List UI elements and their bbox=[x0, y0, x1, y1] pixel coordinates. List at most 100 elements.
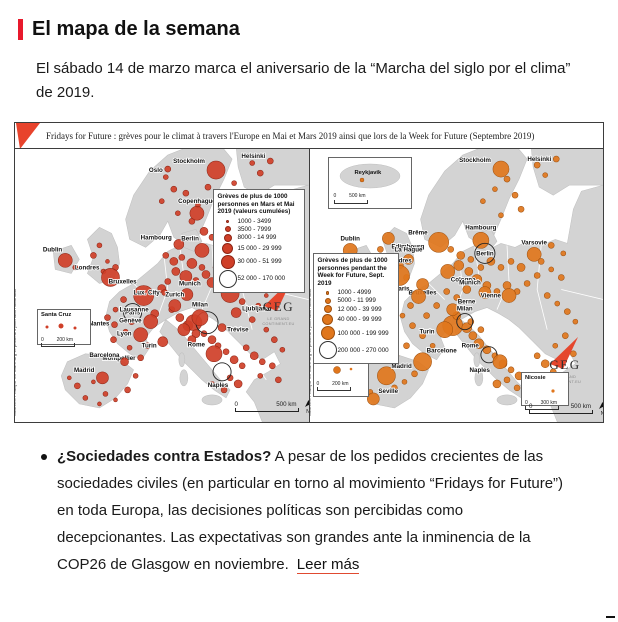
strike-dot bbox=[231, 180, 237, 186]
legend-row: 52 000 - 170 000 bbox=[218, 269, 300, 288]
strike-dot bbox=[97, 401, 102, 407]
city-label: Berne bbox=[457, 299, 475, 306]
city-dot-rome bbox=[205, 345, 223, 363]
strike-dot bbox=[279, 346, 286, 353]
inset-scale-bar bbox=[41, 343, 75, 347]
map-credits: Willy CHEVALIER \ GROUPE D'ETUDES GEOPOL… bbox=[15, 280, 17, 416]
city-dot-nantes bbox=[111, 321, 118, 328]
scalebar-september: 0 500 km N bbox=[529, 402, 603, 417]
city-dot-berlin bbox=[473, 242, 495, 264]
strike-dot bbox=[390, 384, 398, 392]
strike-dot bbox=[264, 293, 269, 298]
article-header: El mapa de la semana El sábado 14 de mar… bbox=[18, 18, 600, 105]
legend-row: 3500 - 7999 bbox=[218, 226, 300, 233]
legend-class-label: 15 000 - 29 999 bbox=[237, 244, 282, 252]
notes-list: ¿Sociedades contra Estados? A pesar de l… bbox=[40, 443, 576, 578]
city-dot-barcelone bbox=[412, 352, 432, 372]
strike-dot bbox=[105, 259, 110, 264]
legend-title: Grèves de plus de 1000 personnes pendant… bbox=[317, 257, 388, 287]
strike-dot bbox=[429, 342, 435, 349]
strike-dot bbox=[163, 174, 169, 180]
strike-dot bbox=[493, 288, 500, 295]
strike-dot bbox=[547, 266, 554, 273]
north-arrow-icon: N bbox=[599, 402, 603, 417]
strike-dot bbox=[182, 189, 190, 197]
inset-dots bbox=[332, 366, 352, 374]
city-label: Seville bbox=[378, 388, 398, 395]
city-dot-genve bbox=[143, 314, 158, 329]
city-dot-paris bbox=[410, 289, 426, 304]
leer-mas-link[interactable]: Leer más bbox=[296, 556, 360, 574]
strike-dot bbox=[275, 376, 282, 384]
scale-bar bbox=[234, 408, 299, 412]
credit-sources: Sources: FridaysForFuture.org et plusieu… bbox=[310, 280, 312, 416]
strike-dot bbox=[201, 270, 211, 279]
strike-dot bbox=[220, 386, 228, 394]
strike-dot bbox=[179, 270, 193, 283]
strike-dot bbox=[269, 362, 276, 370]
strike-dot bbox=[399, 312, 405, 319]
scalebar-march: 0 500 km N bbox=[234, 400, 310, 415]
city-label: Montpellier bbox=[102, 355, 136, 362]
city-label: Hambourg bbox=[141, 234, 172, 241]
strike-dot bbox=[263, 326, 270, 333]
legend-class-label: 5000 - 11 999 bbox=[337, 297, 376, 305]
corner-artifact bbox=[606, 615, 615, 618]
legend-row: 1000 - 4999 bbox=[318, 289, 394, 296]
strike-dot bbox=[104, 314, 111, 321]
city-dot-berne bbox=[445, 303, 459, 316]
city-dot-seville bbox=[366, 392, 380, 406]
city-label: La Hague bbox=[394, 246, 423, 253]
strike-dot bbox=[462, 285, 471, 294]
city-label: Helsinki bbox=[241, 153, 265, 160]
city-dot-stockholm bbox=[206, 160, 226, 180]
inset-scale-labels: 0 200 km bbox=[41, 337, 73, 343]
strike-dot bbox=[551, 342, 558, 349]
city-label: Oslo bbox=[149, 167, 163, 174]
city-dot-rome bbox=[479, 346, 497, 364]
map-credits: Willy CHEVALIER \ GROUPE D'ETUDES GEOPOL… bbox=[310, 280, 312, 416]
city-label: Londres bbox=[75, 264, 100, 271]
city-label: Madrid bbox=[391, 363, 412, 370]
legend-row: 1000 - 3499 bbox=[218, 218, 300, 225]
legend-class-label: 3500 - 7999 bbox=[237, 225, 272, 233]
legend-row: 8000 - 14 999 bbox=[218, 233, 300, 242]
city-dot-naples bbox=[212, 362, 232, 382]
strike-dot bbox=[257, 373, 264, 379]
note-item: ¿Sociedades contra Estados? A pesar de l… bbox=[40, 443, 576, 578]
city-label: Dublin bbox=[43, 246, 63, 253]
city-label: Varsovie bbox=[521, 239, 547, 246]
strike-dot bbox=[144, 342, 151, 349]
legend-row: 40 000 - 99 999 bbox=[318, 314, 394, 326]
strike-dot bbox=[406, 302, 414, 309]
strike-dot bbox=[90, 252, 97, 259]
legend-title: Grèves de plus de 1000 personnes en Mars… bbox=[217, 193, 295, 216]
city-dot-vienne bbox=[501, 288, 516, 303]
geg-logo-subtext: LE GRAND CONTINENT.EU bbox=[262, 316, 295, 326]
strike-dot bbox=[540, 359, 549, 369]
strike-dot bbox=[376, 246, 384, 253]
city-label: Berlin bbox=[181, 235, 199, 242]
inset-scale-bar bbox=[333, 200, 368, 204]
legend-class-label: 1000 - 3499 bbox=[237, 217, 272, 225]
city-dot-brme bbox=[427, 232, 449, 253]
strike-dot bbox=[471, 274, 482, 285]
city-label: Madrid bbox=[74, 367, 95, 374]
map-panel-march-may: Oslo Stockholm Helsinki Copenhague Hambourg B… bbox=[15, 149, 310, 422]
geg-logo-text: GEG bbox=[549, 357, 581, 372]
strike-dot bbox=[477, 326, 484, 333]
strike-dot bbox=[258, 358, 266, 366]
strike-dot bbox=[461, 322, 472, 333]
city-dot-varsovie bbox=[526, 247, 541, 262]
city-dot-munich bbox=[180, 288, 194, 301]
city-dot-montpellier bbox=[137, 354, 144, 362]
city-dot-milan bbox=[191, 309, 209, 326]
legend-class-label: 52 000 - 170 000 bbox=[237, 275, 286, 283]
strike-dot bbox=[473, 338, 484, 349]
strike-dot bbox=[207, 335, 217, 344]
strike-dot bbox=[256, 169, 264, 177]
strike-dot bbox=[162, 252, 170, 259]
strike-dot bbox=[410, 370, 418, 378]
strike-dot bbox=[497, 264, 504, 271]
city-label: Naples bbox=[208, 382, 229, 389]
